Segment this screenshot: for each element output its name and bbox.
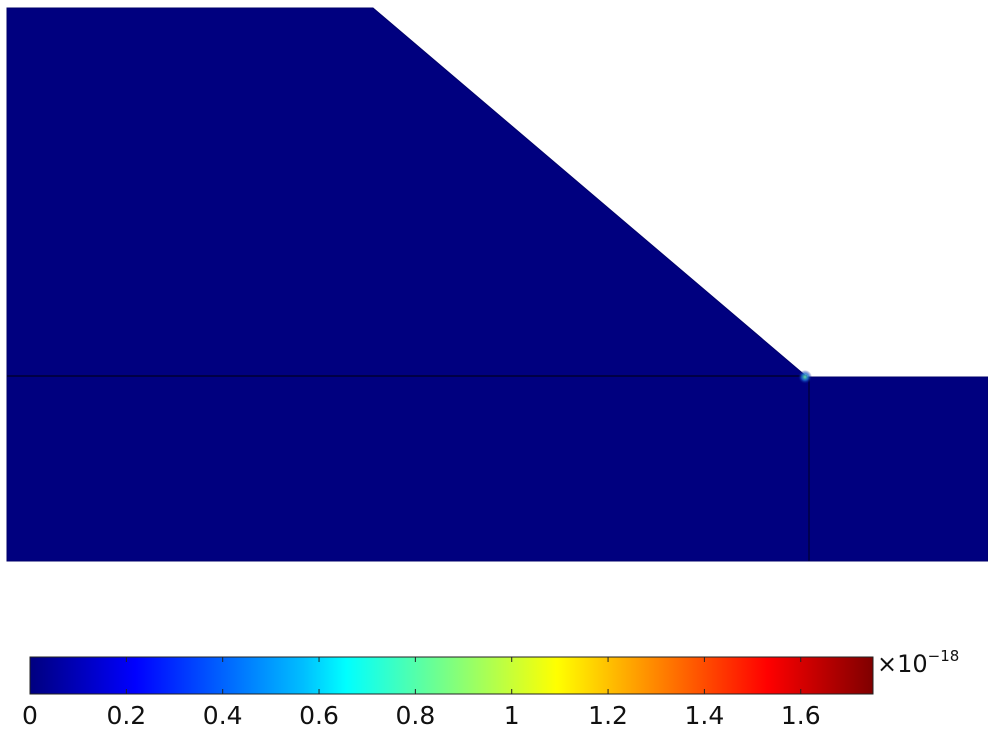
colorbar-tick-label: 0.6 (299, 701, 339, 729)
colorbar-exponent: ×10−18 (877, 647, 959, 678)
colorbar-tick-label: 1.6 (781, 701, 821, 729)
colorbar-tick-label: 1 (504, 701, 520, 729)
colorbar-tick-label: 0.2 (106, 701, 146, 729)
colorbar-gradient (29, 656, 874, 695)
colorbar-tick-label: 1.2 (588, 701, 628, 729)
colorbar-tick-label: 0 (22, 701, 38, 729)
colorbar: 0 0.2 0.4 0.6 0.8 1 1.2 1.4 1.6 ×10−18 (22, 647, 959, 729)
stress-hotspot (798, 370, 812, 384)
colorbar-tick-label: 0.4 (203, 701, 243, 729)
colorbar-tick-label: 0.8 (395, 701, 435, 729)
colorbar-tick-label: 1.4 (685, 701, 725, 729)
model-domain (6, 7, 988, 562)
colorbar-ticks: 0 0.2 0.4 0.6 0.8 1 1.2 1.4 1.6 (22, 657, 821, 729)
slope-region (6, 7, 988, 562)
